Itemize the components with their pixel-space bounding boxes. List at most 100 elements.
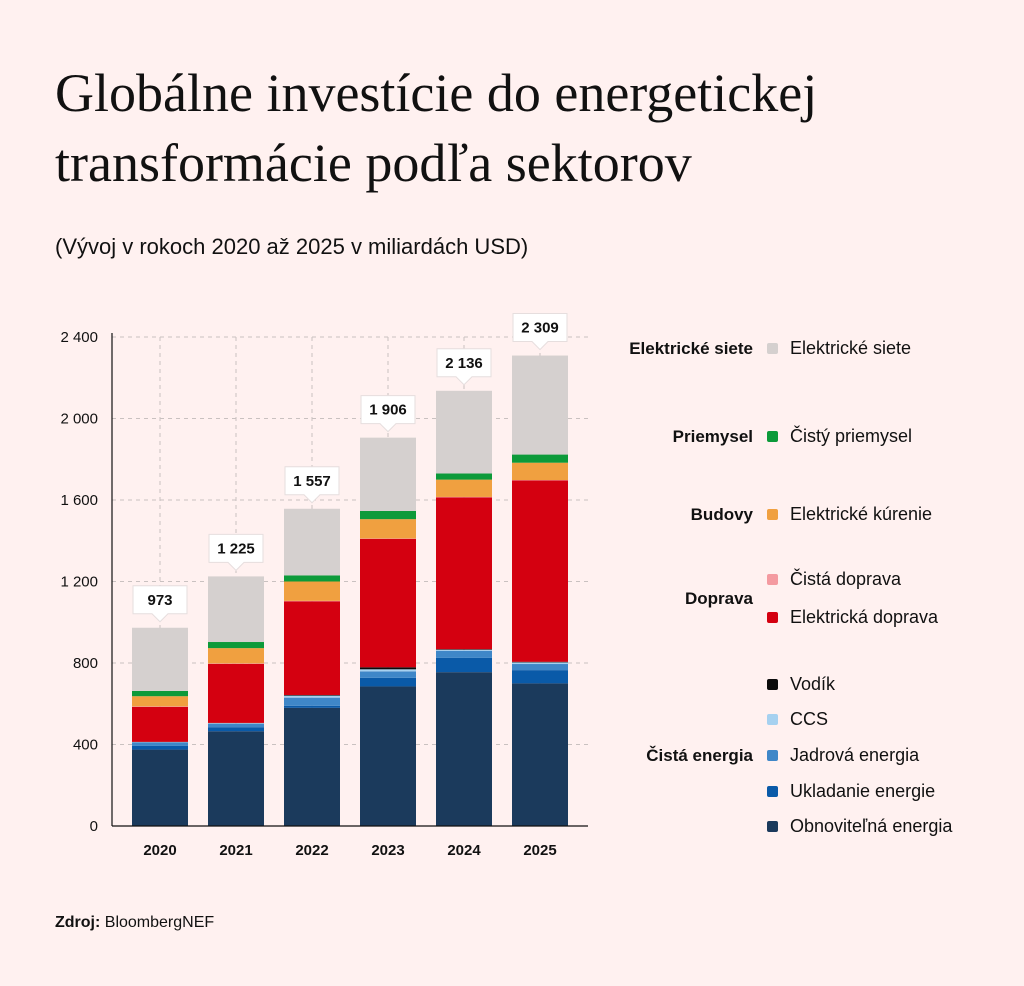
x-tick-label: 2022	[295, 842, 328, 859]
x-tick-label: 2025	[523, 842, 556, 859]
legend-swatch	[767, 574, 778, 585]
bar-segment-ukladanie-energie	[284, 705, 340, 708]
bar-segment-ccs	[208, 723, 264, 724]
legend-swatch	[767, 821, 778, 832]
total-labels: 973 1 225 1 557 1 906 2 136 2 309	[132, 313, 568, 623]
bar-segment-elektrick-doprava	[132, 706, 188, 742]
bar-segment-elektrick-doprava	[284, 601, 340, 695]
x-tick-labels: 2020 2021 2022 2023 2024 2025	[143, 842, 556, 859]
bar-segment-elektrick-siete	[360, 437, 416, 512]
legend-item-label: Vodík	[790, 674, 836, 694]
bar-segment--ist-priemysel	[132, 690, 188, 697]
bars	[132, 355, 568, 826]
legend-swatch	[767, 343, 778, 354]
legend-item-label: CCS	[790, 709, 828, 729]
legend-group-label: Elektrické siete	[629, 339, 753, 358]
total-callout-box	[208, 533, 264, 572]
legend-item-label: Ukladanie energie	[790, 781, 935, 801]
bar-segment-elektrick-k-renie	[512, 462, 568, 481]
total-label: 2 136	[445, 355, 483, 372]
bar-segment-ccs	[436, 649, 492, 651]
bar-segment-jadrov-energia	[208, 723, 264, 728]
legend-item-label: Elektrická doprava	[790, 607, 939, 627]
total-callout-box	[512, 313, 568, 351]
legend-item-label: Jadrová energia	[790, 745, 920, 765]
total-callout: 1 906	[360, 395, 416, 433]
bar-segment-elektrick-siete	[132, 627, 188, 691]
total-callout-box	[360, 395, 416, 433]
bar-segment-elektrick-k-renie	[208, 648, 264, 664]
bar-segment-jadrov-energia	[512, 664, 568, 671]
bar-segment-elektrick-k-renie	[360, 519, 416, 539]
bar-segment-obnovite-n-energia	[360, 686, 416, 826]
bar-segment-elektrick-siete	[512, 355, 568, 455]
total-callout-box	[436, 348, 492, 386]
bar-segment-elektrick-doprava	[436, 497, 492, 650]
total-label: 1 225	[217, 540, 255, 557]
total-callout: 2 309	[512, 313, 568, 351]
bar-segment-jadrov-energia	[284, 697, 340, 706]
total-callout-box	[132, 585, 188, 623]
source-note: Zdroj: BloombergNEF	[55, 914, 214, 932]
source-text: BloombergNEF	[104, 914, 215, 931]
bar-segment-obnovite-n-energia	[284, 707, 340, 826]
x-tick-label: 2023	[371, 842, 404, 859]
legend-swatch	[767, 679, 778, 690]
legend-item-label: Čistý priemysel	[790, 425, 912, 446]
legend-swatch	[767, 509, 778, 520]
chart-subtitle: (Vývoj v rokoch 2020 až 2025 v miliardác…	[55, 234, 529, 259]
bar-segment-jadrov-energia	[132, 742, 188, 746]
legend-group-label: Priemysel	[673, 427, 753, 446]
bar-segment-vod-k	[284, 694, 340, 696]
legend-group-label: Budovy	[691, 505, 754, 524]
total-label: 2 309	[521, 320, 559, 337]
bar-segment-obnovite-n-energia	[436, 672, 492, 826]
bar-segment-elektrick-siete	[208, 576, 264, 643]
legend-item-label: Obnoviteľná energia	[790, 816, 953, 836]
legend-item-label: Elektrické kúrenie	[790, 504, 932, 524]
bar-segment-obnovite-n-energia	[512, 683, 568, 826]
total-label: 1 906	[369, 402, 407, 419]
source-label: Zdroj:	[55, 914, 101, 931]
bar-segment-ukladanie-energie	[132, 745, 188, 750]
total-callout-box	[284, 466, 340, 504]
bar-segment-ccs	[512, 662, 568, 665]
y-tick-labels: 0 400 800 1 200 1 600 2 000 2 400	[60, 329, 98, 835]
bar-segment-elektrick-doprava	[208, 663, 264, 723]
legend-swatch	[767, 431, 778, 442]
bar-segment-elektrick-doprava	[360, 538, 416, 668]
x-tick-label: 2024	[447, 842, 481, 859]
chart-title: Globálne investície do energetickej tran…	[55, 63, 818, 193]
bar-segment--ist-priemysel	[512, 454, 568, 463]
bar-segment-ccs	[360, 669, 416, 672]
legend-swatch	[767, 786, 778, 797]
bar-segment-vod-k	[436, 649, 492, 650]
bar-segment-elektrick-siete	[436, 390, 492, 474]
total-label: 1 557	[293, 473, 331, 490]
bar-segment-vod-k	[512, 661, 568, 663]
y-tick-label: 2 000	[60, 411, 98, 428]
bar-segment-jadrov-energia	[436, 650, 492, 658]
x-tick-label: 2021	[219, 842, 252, 859]
bar-segment--ist-priemysel	[208, 642, 264, 649]
legend-item-label: Elektrické siete	[790, 338, 911, 358]
legend-swatch	[767, 714, 778, 725]
bar-segment--ist-priemysel	[284, 575, 340, 582]
bar-segment-vod-k	[360, 667, 416, 670]
total-callout: 2 136	[436, 348, 492, 386]
total-label: 973	[147, 592, 172, 609]
bar-segment-ukladanie-energie	[512, 670, 568, 684]
bar-segment--ist-priemysel	[436, 473, 492, 480]
legend-swatch	[767, 612, 778, 623]
bar-segment-ukladanie-energie	[436, 657, 492, 673]
bar-segment-ccs	[284, 695, 340, 698]
y-tick-label: 400	[73, 737, 98, 754]
bar-segment-obnovite-n-energia	[132, 749, 188, 826]
legend-group-label: Čistá energia	[646, 746, 753, 765]
bar-segment--ist-priemysel	[360, 511, 416, 520]
y-tick-label: 0	[90, 818, 98, 835]
y-tick-label: 800	[73, 655, 98, 672]
bar-segment-elektrick-k-renie	[436, 479, 492, 497]
y-tick-label: 2 400	[60, 329, 98, 346]
